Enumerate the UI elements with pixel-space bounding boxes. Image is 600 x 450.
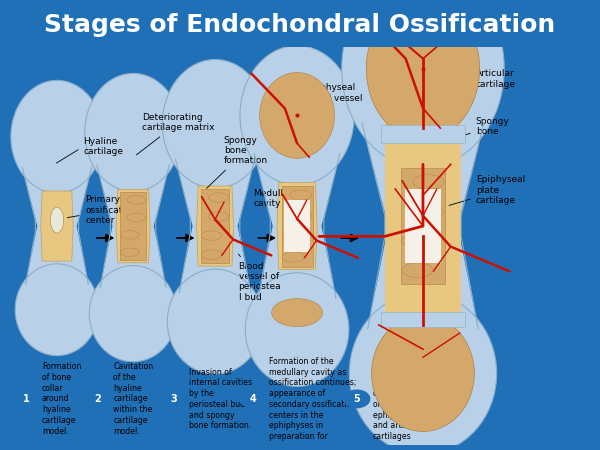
Ellipse shape	[387, 329, 459, 369]
Polygon shape	[394, 164, 452, 288]
Ellipse shape	[50, 207, 64, 233]
Ellipse shape	[413, 204, 444, 219]
Circle shape	[344, 390, 370, 408]
Ellipse shape	[85, 73, 181, 191]
Polygon shape	[26, 226, 88, 284]
Ellipse shape	[202, 231, 221, 240]
Polygon shape	[362, 123, 484, 226]
Text: Formation of the
medullary cavity as
ossification continues;
appearance of
secon: Formation of the medullary cavity as oss…	[269, 357, 356, 441]
Text: Invasion of
internal cavities
by the
periosteal bud
and spongy
bone formation.: Invasion of internal cavities by the per…	[190, 368, 253, 430]
Ellipse shape	[367, 0, 479, 140]
Ellipse shape	[370, 8, 476, 130]
Ellipse shape	[208, 212, 229, 221]
Ellipse shape	[11, 81, 103, 193]
Ellipse shape	[89, 266, 177, 362]
Ellipse shape	[121, 248, 139, 256]
Text: Medullary
cavity: Medullary cavity	[253, 189, 304, 208]
Text: 3: 3	[170, 394, 177, 404]
Text: Epiphyseal
blood vessel: Epiphyseal blood vessel	[304, 83, 362, 130]
Ellipse shape	[283, 231, 304, 242]
Bar	[382, 312, 464, 327]
Polygon shape	[176, 159, 254, 226]
Ellipse shape	[283, 252, 304, 262]
Text: Ossification of the
ephiphyses; when
completed, hyaline
cartilage remains
only i: Ossification of the ephiphyses; when com…	[373, 357, 448, 441]
Text: Hyaline
cartilage: Hyaline cartilage	[56, 137, 124, 163]
Text: Spongy
bone
formation: Spongy bone formation	[206, 135, 268, 189]
Text: Primary
ossification
center: Primary ossification center	[67, 195, 136, 225]
Ellipse shape	[202, 250, 221, 259]
Polygon shape	[277, 183, 317, 270]
Polygon shape	[97, 165, 169, 226]
Polygon shape	[201, 189, 229, 263]
Polygon shape	[179, 226, 251, 293]
Polygon shape	[41, 191, 73, 261]
Polygon shape	[258, 226, 336, 298]
Ellipse shape	[208, 193, 229, 202]
Circle shape	[85, 390, 110, 408]
Ellipse shape	[413, 175, 444, 189]
Ellipse shape	[163, 59, 268, 188]
Bar	[382, 125, 464, 143]
Ellipse shape	[260, 72, 335, 158]
Text: Spongy
bone: Spongy bone	[455, 117, 509, 138]
Circle shape	[240, 390, 266, 408]
Polygon shape	[284, 200, 310, 252]
Ellipse shape	[371, 315, 475, 432]
Text: Cavitation
of the
hyaline
cartilage
within the
cartilage
model.: Cavitation of the hyaline cartilage with…	[113, 362, 154, 436]
Ellipse shape	[290, 211, 312, 221]
Polygon shape	[100, 226, 166, 287]
Text: Blood
vessel of
periostea
l bud: Blood vessel of periostea l bud	[238, 254, 281, 302]
Text: Formation
of bone
collar
around
hyaline
cartilage
model.: Formation of bone collar around hyaline …	[42, 362, 81, 436]
Ellipse shape	[127, 213, 146, 221]
Polygon shape	[120, 192, 146, 260]
Polygon shape	[281, 185, 313, 266]
Ellipse shape	[402, 234, 433, 248]
Text: Articular
cartilage: Articular cartilage	[449, 69, 515, 90]
Ellipse shape	[15, 264, 99, 356]
Ellipse shape	[240, 45, 354, 185]
Polygon shape	[401, 168, 445, 284]
Ellipse shape	[342, 0, 504, 168]
Text: Epiphyseal
plate
cartilage: Epiphyseal plate cartilage	[449, 176, 525, 205]
Ellipse shape	[272, 299, 323, 327]
Text: 5: 5	[353, 394, 360, 404]
Circle shape	[13, 390, 39, 408]
Ellipse shape	[127, 196, 146, 204]
Ellipse shape	[245, 273, 349, 387]
Polygon shape	[116, 189, 150, 263]
Ellipse shape	[121, 230, 139, 239]
Ellipse shape	[402, 263, 433, 277]
Text: 1: 1	[23, 394, 29, 404]
Polygon shape	[254, 154, 340, 226]
Polygon shape	[405, 189, 441, 263]
Text: Stages of Endochondral Ossification: Stages of Endochondral Ossification	[44, 13, 556, 36]
Circle shape	[161, 390, 187, 408]
Polygon shape	[197, 186, 233, 266]
Ellipse shape	[290, 190, 312, 200]
Polygon shape	[385, 123, 461, 329]
Text: Deteriorating
cartilage matrix: Deteriorating cartilage matrix	[136, 113, 214, 155]
Text: 4: 4	[250, 394, 257, 404]
Ellipse shape	[349, 292, 497, 450]
Ellipse shape	[167, 269, 263, 374]
Text: 2: 2	[94, 394, 101, 404]
Polygon shape	[368, 226, 478, 329]
Polygon shape	[22, 168, 92, 226]
